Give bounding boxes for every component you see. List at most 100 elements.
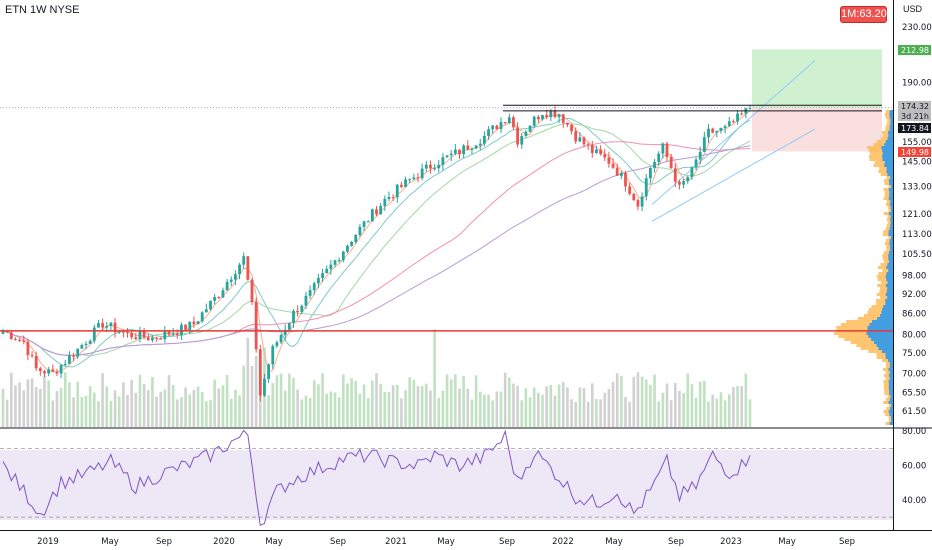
volume-bar	[246, 337, 250, 427]
candle-body	[242, 256, 246, 265]
volume-bar	[122, 382, 125, 427]
volume-bar	[308, 397, 312, 427]
candle-body	[188, 321, 192, 330]
volume-bar	[337, 397, 341, 427]
candle-body	[138, 331, 142, 340]
candle-body	[561, 114, 565, 123]
candle-body	[516, 127, 519, 145]
candle-body	[5, 330, 9, 333]
time-axis[interactable]: 2019 May Sep 2020 May Sep 2021 May Sep 2022 May Sep…	[37, 537, 855, 547]
candle-body	[329, 264, 333, 269]
rsi-axis-label: 60.00	[902, 462, 926, 472]
volume-bar	[603, 392, 607, 427]
candle-body	[76, 348, 80, 357]
volume-profile-bin	[888, 368, 893, 371]
candle-body	[524, 131, 528, 136]
volume-bar	[657, 401, 660, 427]
volume-profile-bin	[885, 413, 893, 416]
volume-bar	[437, 397, 441, 427]
volume-bar	[271, 383, 275, 427]
candle-body	[408, 179, 412, 181]
volume-bar	[715, 398, 719, 427]
volume-bar	[22, 390, 26, 427]
volume-bar	[1, 388, 5, 427]
volume-bar	[30, 378, 34, 427]
volume-bar	[395, 384, 399, 427]
volume-profile-bin	[887, 206, 893, 209]
volume-profile-bin	[879, 314, 893, 317]
candle-body	[503, 121, 507, 124]
volume-profile-bin	[886, 272, 893, 275]
volume-profile-bin	[883, 197, 893, 200]
volume-bar	[532, 387, 536, 427]
price-axis-label: 133.00	[902, 182, 932, 192]
volume-profile-bin	[877, 317, 893, 320]
candle-body	[400, 184, 403, 187]
volume-bar	[167, 375, 171, 427]
volume-bar	[748, 399, 752, 427]
candle-body	[113, 322, 117, 333]
volume-bar	[234, 389, 237, 427]
time-axis-label: Sep	[156, 537, 172, 547]
volume-profile-bin	[878, 347, 893, 350]
volume-bar	[736, 386, 739, 427]
volume-profile-bin	[887, 137, 893, 140]
candle-body	[532, 116, 536, 126]
volume-profile-bin	[890, 176, 893, 179]
price-tag	[898, 111, 931, 121]
volume-profile-bin	[888, 254, 893, 257]
volume-bar	[466, 388, 470, 427]
volume-bar	[445, 374, 449, 427]
candle-body	[88, 340, 92, 344]
candle-body	[267, 364, 270, 379]
candle-body	[698, 151, 702, 160]
volume-profile-bin	[888, 188, 893, 191]
candle-body	[499, 121, 503, 130]
volume-profile-bin	[890, 218, 893, 221]
candle-body	[155, 337, 158, 339]
candle-body	[541, 115, 544, 120]
price-axis-label: 113.00	[902, 230, 932, 240]
volume-bar	[146, 390, 150, 427]
volume-bar	[159, 391, 162, 427]
volume-profile-bin	[882, 269, 893, 272]
rsi-axis[interactable]: 80.00 60.00 40.00	[902, 427, 926, 506]
price-axis[interactable]: 230.00 190.00 155.00 145.00 133.00 121.00 113.…	[902, 23, 932, 417]
volume-profile-bin	[885, 398, 893, 401]
volume-bar	[26, 379, 30, 427]
volume-profile-bin	[883, 230, 893, 233]
volume-bar	[524, 388, 528, 427]
volume-profile-bin	[882, 158, 893, 161]
volume-profile-bin	[891, 404, 893, 407]
volume-bar	[449, 379, 453, 427]
symbol-title[interactable]: ETN 1W NYSE	[5, 4, 82, 16]
volume-profile-bin	[869, 158, 893, 161]
candle-body	[38, 368, 42, 372]
volume-bar	[126, 395, 129, 427]
candle-body	[736, 113, 739, 122]
candle-body	[458, 149, 461, 155]
volume-profile-bin	[885, 140, 893, 143]
candle-body	[130, 332, 134, 338]
volume-profile-bin	[887, 131, 893, 134]
candle-body	[661, 143, 665, 154]
candle-body	[375, 209, 378, 215]
candle-body	[47, 369, 51, 374]
volume-bar	[561, 382, 565, 427]
price-axis-label: 190.00	[902, 79, 932, 89]
price-tag-label: 212.98	[901, 46, 929, 55]
horizontal-levels[interactable]	[0, 104, 893, 332]
candle-body	[395, 184, 399, 198]
candlesticks	[1, 105, 752, 402]
volume-profile-bin	[886, 407, 893, 410]
volume-bar	[557, 384, 561, 427]
volume-profile-bin	[885, 128, 893, 131]
volume-bar	[578, 387, 582, 427]
volume-profile-bin	[885, 125, 893, 128]
volume-profile-bin	[876, 344, 893, 347]
candle-body	[636, 200, 640, 207]
volume-profile-bin	[886, 362, 893, 365]
volume-bar	[371, 380, 374, 427]
volume-bar	[690, 384, 694, 427]
